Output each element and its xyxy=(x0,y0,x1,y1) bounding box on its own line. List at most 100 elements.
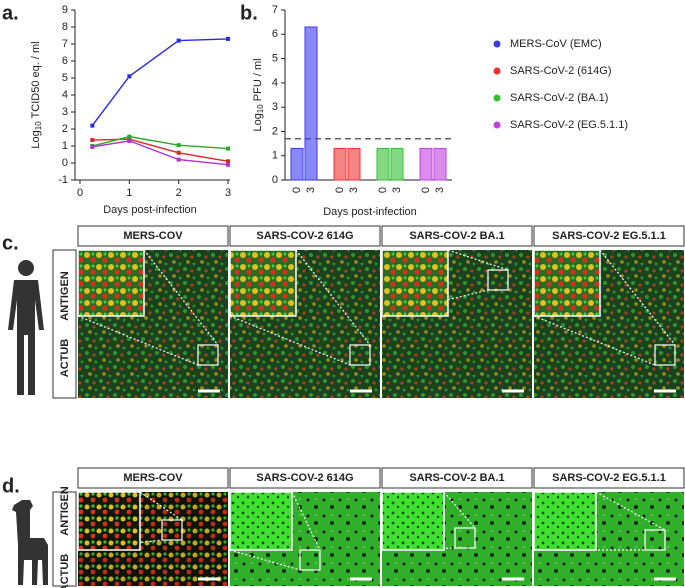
y-tick-label: 7 xyxy=(62,38,68,50)
x-tick-label: 0 xyxy=(377,187,389,193)
y-tick-label: -1 xyxy=(58,174,68,186)
bar xyxy=(376,147,390,181)
column-header-box xyxy=(229,225,381,247)
legend-label: MERS-CoV (EMC) xyxy=(510,38,602,50)
data-point xyxy=(176,150,181,155)
stain-label: ACTUB xyxy=(59,554,71,588)
data-point xyxy=(176,38,181,43)
y-tick-label: 7 xyxy=(272,4,278,16)
zoom-guide xyxy=(533,249,676,366)
y-tick-label: 0 xyxy=(272,174,278,186)
data-point xyxy=(226,162,230,167)
x-tick-label: 2 xyxy=(176,187,182,199)
bar xyxy=(419,147,433,181)
zoom-guide xyxy=(381,249,509,317)
y-tick-label: 5 xyxy=(62,72,68,84)
bar xyxy=(347,147,361,181)
y-tick-label: 3 xyxy=(62,106,68,118)
inset xyxy=(381,249,449,317)
panel-label: d. xyxy=(2,475,20,497)
legend-marker xyxy=(493,121,501,129)
y-tick-label: 2 xyxy=(272,125,278,137)
data-point xyxy=(90,144,95,149)
bar xyxy=(304,26,318,181)
data-point xyxy=(226,36,230,41)
data-point xyxy=(127,134,132,139)
legend-marker xyxy=(493,94,501,102)
zoom-box xyxy=(349,344,371,366)
panel-label: c. xyxy=(2,232,19,254)
zoom-guide xyxy=(229,491,321,571)
stain-label: ANTIGEN xyxy=(59,271,71,321)
inset xyxy=(229,491,293,551)
zoom-box xyxy=(454,527,476,549)
inset xyxy=(381,491,445,551)
data-point xyxy=(127,74,132,79)
bar xyxy=(390,147,404,181)
stain-label: ACTUB xyxy=(59,339,71,378)
x-tick-label: 3 xyxy=(348,187,360,193)
column-header-box xyxy=(77,225,229,247)
data-point xyxy=(226,146,230,151)
y-tick-label: 3 xyxy=(272,101,278,113)
x-tick-label: 1 xyxy=(126,187,132,199)
legend-marker xyxy=(493,67,501,75)
y-tick-label: 1 xyxy=(272,150,278,162)
legend-marker xyxy=(493,40,501,48)
legend-label: SARS-CoV-2 (BA.1) xyxy=(510,92,608,104)
zoom-box xyxy=(644,529,666,551)
x-tick-label: 3 xyxy=(391,187,403,193)
x-tick-label: 0 xyxy=(291,187,303,193)
inset xyxy=(77,249,145,317)
y-tick-label: 8 xyxy=(62,21,68,33)
bar xyxy=(290,147,304,181)
column-header-box xyxy=(229,467,381,489)
column-header-box xyxy=(381,467,533,489)
zoom-guide xyxy=(77,249,219,366)
y-axis-label: Log10 TCID50 eq. / ml xyxy=(30,41,43,148)
bar xyxy=(433,147,447,181)
y-tick-label: 9 xyxy=(62,4,68,16)
y-tick-label: 4 xyxy=(62,89,68,101)
y-tick-label: 0 xyxy=(62,157,68,169)
stain-label: ANTIGEN xyxy=(59,486,71,536)
data-point xyxy=(127,138,132,143)
y-tick-label: 6 xyxy=(272,28,278,40)
zoom-box xyxy=(654,344,676,366)
column-header-box xyxy=(533,225,685,247)
inset xyxy=(229,249,297,317)
x-tick-label: 3 xyxy=(225,187,231,199)
series-line xyxy=(91,38,229,127)
x-tick-label: 3 xyxy=(434,187,446,193)
x-tick-label: 0 xyxy=(420,187,432,193)
column-header: SARS-COV-2 614G xyxy=(256,472,353,484)
column-header: SARS-COV-2 614G xyxy=(256,230,353,242)
x-tick-label: 3 xyxy=(305,187,317,193)
series-line xyxy=(92,138,229,162)
data-point xyxy=(176,157,181,162)
x-axis-label: Days post-infection xyxy=(103,204,197,216)
panel-label: a. xyxy=(2,2,19,24)
data-point xyxy=(90,123,95,128)
x-tick-label: 0 xyxy=(334,187,346,193)
column-header: SARS-COV-2 EG.5.1.1 xyxy=(552,472,666,484)
legend-label: SARS-CoV-2 (EG.5.1.1) xyxy=(510,119,628,131)
column-header-box xyxy=(381,225,533,247)
column-header: MERS-COV xyxy=(123,230,183,242)
legend-label: SARS-CoV-2 (614G) xyxy=(510,65,611,77)
stain-box xyxy=(52,249,77,399)
human-icon xyxy=(8,260,44,395)
column-header: SARS-COV-2 EG.5.1.1 xyxy=(552,230,666,242)
series-line xyxy=(92,135,229,150)
y-tick-label: 2 xyxy=(62,123,68,135)
column-header: SARS-COV-2 BA.1 xyxy=(409,472,504,484)
panel-label: b. xyxy=(240,2,258,24)
column-header-box xyxy=(77,467,229,489)
zoom-box xyxy=(197,344,219,366)
y-tick-label: 6 xyxy=(62,55,68,67)
inset xyxy=(533,249,601,317)
y-tick-label: 1 xyxy=(62,140,68,152)
inset xyxy=(533,491,597,551)
zoom-box xyxy=(487,269,509,291)
